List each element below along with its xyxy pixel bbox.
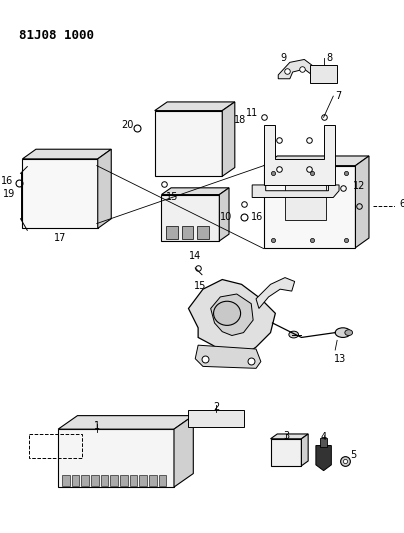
Bar: [120, 475, 128, 486]
Polygon shape: [23, 149, 111, 159]
Polygon shape: [58, 416, 193, 429]
Bar: [158, 475, 166, 486]
Polygon shape: [316, 446, 331, 471]
Text: 13: 13: [334, 354, 346, 364]
Text: 5: 5: [351, 450, 357, 460]
Bar: [166, 227, 178, 239]
Polygon shape: [155, 102, 235, 111]
Bar: [182, 227, 193, 239]
Text: 8: 8: [326, 53, 332, 63]
Bar: [139, 475, 147, 486]
Ellipse shape: [345, 330, 353, 335]
Polygon shape: [219, 188, 229, 241]
Text: 10: 10: [220, 212, 232, 222]
Polygon shape: [222, 102, 235, 176]
Polygon shape: [189, 279, 276, 357]
Ellipse shape: [335, 328, 351, 337]
Polygon shape: [278, 60, 312, 79]
Polygon shape: [264, 166, 356, 248]
Text: 6: 6: [400, 199, 404, 209]
Ellipse shape: [289, 331, 299, 338]
Text: 19: 19: [2, 189, 15, 199]
Text: 15: 15: [166, 192, 179, 201]
Text: 16: 16: [251, 212, 263, 222]
Bar: [197, 227, 209, 239]
Text: 17: 17: [54, 233, 66, 243]
Polygon shape: [58, 429, 174, 487]
Bar: [29, 434, 82, 458]
Polygon shape: [195, 345, 261, 368]
Bar: [110, 475, 118, 486]
Bar: [81, 475, 89, 486]
Bar: [320, 438, 328, 448]
Text: 7: 7: [335, 91, 341, 101]
Polygon shape: [252, 185, 339, 198]
Text: 9: 9: [280, 53, 286, 63]
Text: 2: 2: [213, 402, 220, 412]
Text: 11: 11: [246, 108, 258, 118]
Polygon shape: [264, 125, 335, 185]
Bar: [62, 475, 70, 486]
Bar: [130, 475, 137, 486]
Bar: [285, 183, 326, 220]
Polygon shape: [301, 434, 308, 466]
Polygon shape: [162, 195, 219, 241]
Text: 81J08 1000: 81J08 1000: [19, 29, 94, 42]
Bar: [72, 475, 80, 486]
Text: 4: 4: [320, 432, 327, 442]
Bar: [310, 65, 337, 83]
Text: 1: 1: [94, 422, 100, 431]
Bar: [149, 475, 157, 486]
Text: 15: 15: [194, 281, 206, 292]
Polygon shape: [256, 278, 295, 309]
Polygon shape: [23, 159, 98, 228]
Text: 14: 14: [189, 251, 201, 261]
Ellipse shape: [214, 301, 241, 325]
Text: 16: 16: [0, 176, 13, 186]
Polygon shape: [210, 294, 253, 335]
Text: 20: 20: [121, 120, 133, 130]
Text: 18: 18: [234, 116, 246, 125]
Polygon shape: [271, 439, 301, 466]
Polygon shape: [162, 188, 229, 195]
Bar: [189, 410, 244, 427]
Polygon shape: [264, 156, 369, 166]
Polygon shape: [356, 156, 369, 248]
Bar: [101, 475, 108, 486]
Text: 12: 12: [353, 181, 365, 191]
Polygon shape: [98, 149, 111, 228]
Bar: [91, 475, 99, 486]
Text: 3: 3: [283, 431, 289, 441]
Polygon shape: [271, 434, 308, 439]
Polygon shape: [174, 416, 193, 487]
Polygon shape: [155, 111, 222, 176]
